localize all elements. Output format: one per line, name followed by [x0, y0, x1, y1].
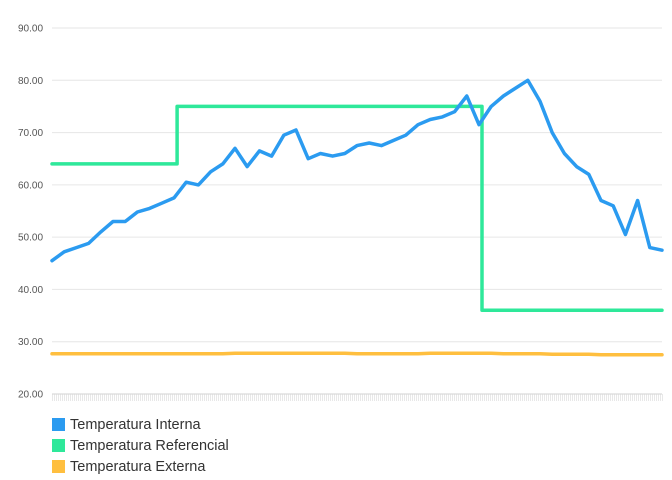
gridlines: [52, 27, 662, 343]
legend-label-referencial: Temperatura Referencial: [70, 437, 229, 454]
legend-swatch-externa: [52, 460, 65, 473]
legend-item-referencial[interactable]: Temperatura Referencial: [52, 435, 229, 456]
legend-label-externa: Temperatura Externa: [70, 458, 206, 475]
y-tick-label: 40.00: [18, 285, 43, 296]
line-chart: 20.00 30.00 40.00 50.00 60.00 70.00 80.00 90.00: [18, 24, 664, 401]
y-axis-tick-labels: 20.00 30.00 40.00 50.00 60.00 70.00 80.00 90.00: [18, 24, 43, 401]
legend: Temperatura Interna Temperatura Referenc…: [52, 414, 229, 477]
x-axis: [52, 393, 663, 401]
legend-item-interna[interactable]: Temperatura Interna: [52, 414, 229, 435]
y-tick-label: 20.00: [18, 390, 43, 401]
y-tick-label: 60.00: [18, 180, 43, 191]
legend-label-interna: Temperatura Interna: [70, 416, 201, 433]
legend-swatch-interna: [52, 418, 65, 431]
y-tick-label: 50.00: [18, 233, 43, 244]
series-lines: [50, 78, 664, 357]
series-line-referencial: [50, 104, 664, 313]
y-tick-label: 80.00: [18, 76, 43, 87]
legend-item-externa[interactable]: Temperatura Externa: [52, 456, 229, 477]
y-tick-label: 30.00: [18, 337, 43, 348]
y-tick-label: 70.00: [18, 128, 43, 139]
series-line-interna: [50, 78, 664, 263]
series-line-externa: [50, 351, 664, 357]
legend-swatch-referencial: [52, 439, 65, 452]
y-tick-label: 90.00: [18, 24, 43, 35]
